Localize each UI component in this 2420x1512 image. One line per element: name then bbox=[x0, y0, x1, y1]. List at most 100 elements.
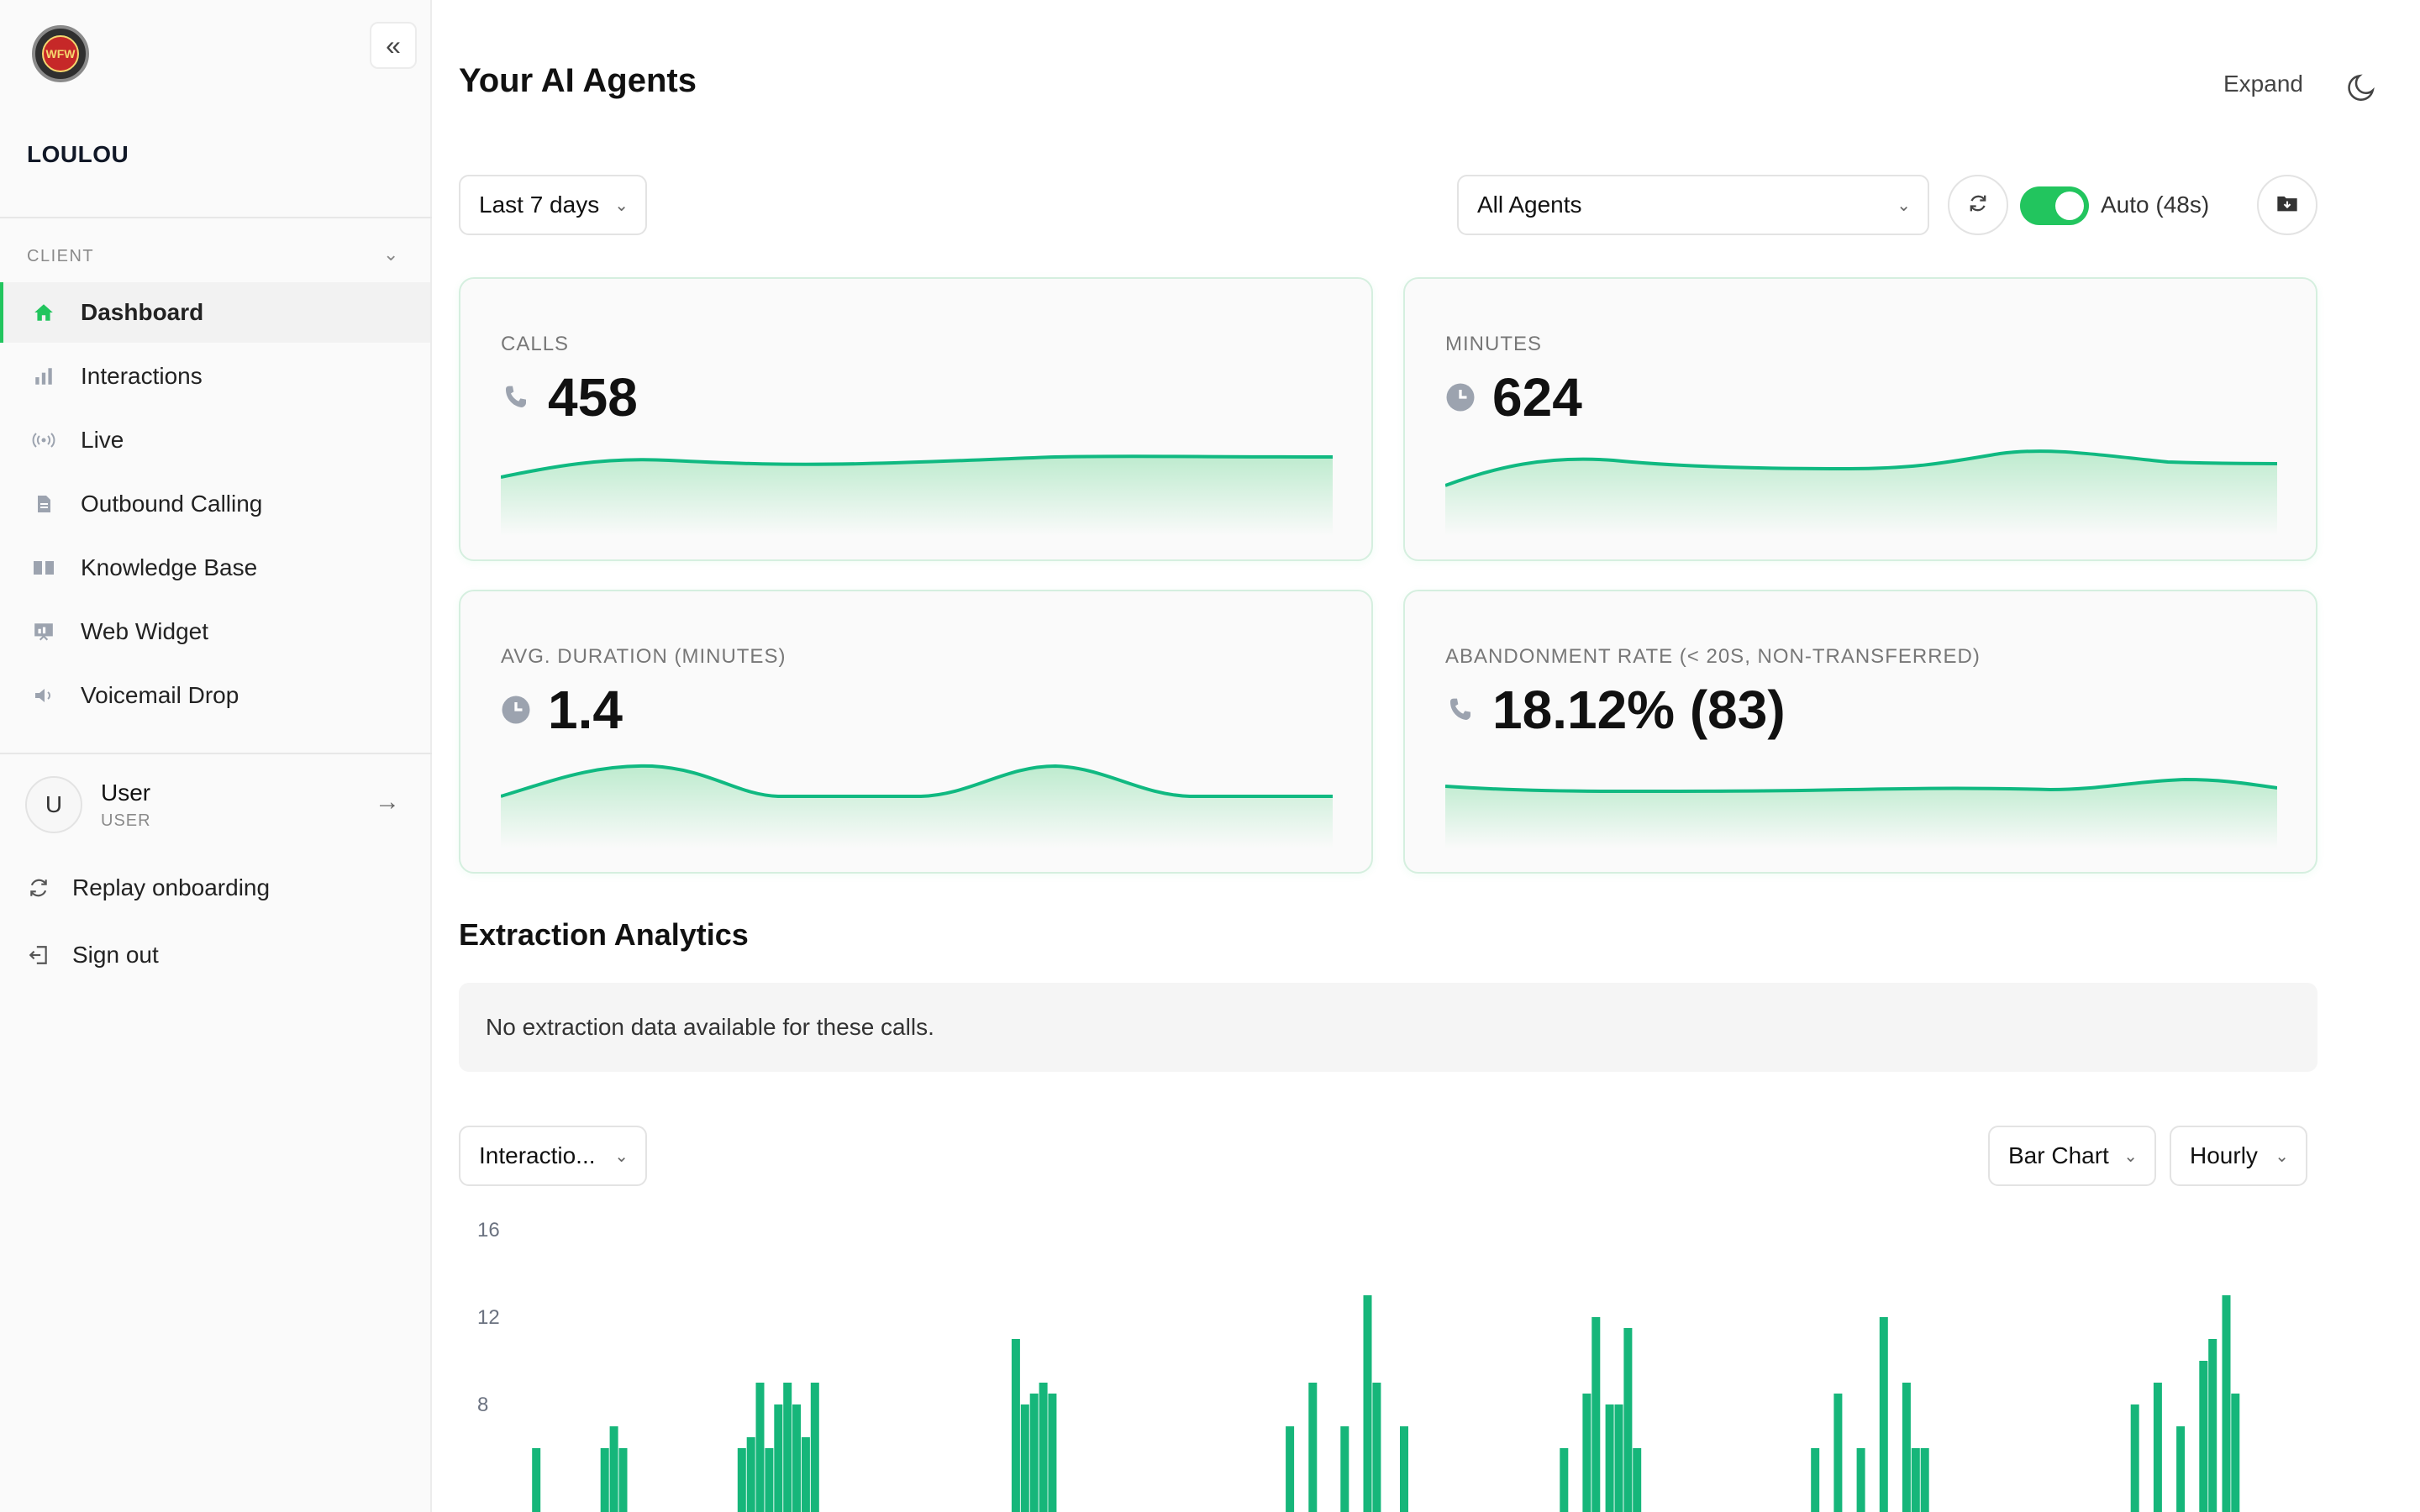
sidebar-item-web-widget[interactable]: Web Widget bbox=[0, 601, 430, 662]
chart-bar[interactable] bbox=[600, 1448, 609, 1512]
chart-bar[interactable] bbox=[755, 1383, 765, 1512]
chart-bar[interactable] bbox=[1048, 1394, 1057, 1512]
brand-logo[interactable]: WFW bbox=[32, 25, 89, 82]
chart-bar[interactable] bbox=[1633, 1448, 1642, 1512]
user-name: User bbox=[101, 779, 151, 806]
avg-duration-sparkline bbox=[501, 764, 1333, 848]
chart-bar[interactable] bbox=[1020, 1404, 1029, 1512]
collapse-sidebar-button[interactable]: « bbox=[370, 22, 417, 69]
chart-bar[interactable] bbox=[1363, 1295, 1372, 1512]
phone-icon bbox=[1445, 695, 1476, 725]
granularity-select[interactable]: Hourly ⌄ bbox=[2170, 1126, 2307, 1186]
chart-bar[interactable] bbox=[1879, 1317, 1888, 1512]
chart-bar[interactable] bbox=[1308, 1383, 1318, 1512]
chart-bar[interactable] bbox=[1902, 1383, 1911, 1512]
chart-bar[interactable] bbox=[1560, 1448, 1569, 1512]
chart-bar[interactable] bbox=[1372, 1383, 1381, 1512]
clock-icon bbox=[501, 695, 531, 725]
chevron-down-icon[interactable]: ⌄ bbox=[383, 244, 399, 265]
chart-bar[interactable] bbox=[1582, 1394, 1591, 1512]
y-tick-label: 12 bbox=[477, 1306, 500, 1329]
phone-icon bbox=[501, 382, 531, 412]
book-icon bbox=[32, 556, 55, 580]
chart-bar[interactable] bbox=[2231, 1394, 2240, 1512]
double-chevron-left-icon: « bbox=[386, 29, 401, 60]
chart-type-value: Bar Chart bbox=[2008, 1142, 2109, 1168]
chart-bar[interactable] bbox=[1039, 1383, 1048, 1512]
chart-bar[interactable] bbox=[774, 1404, 783, 1512]
user-profile[interactable]: U User USER → bbox=[25, 774, 412, 835]
chart-bar[interactable] bbox=[532, 1448, 541, 1512]
chart-bar[interactable] bbox=[618, 1448, 628, 1512]
kpi-value: 1.4 bbox=[548, 680, 623, 740]
auto-refresh-toggle[interactable] bbox=[2020, 186, 2089, 225]
chart-bar[interactable] bbox=[1614, 1404, 1623, 1512]
chart-bar[interactable] bbox=[2199, 1361, 2208, 1512]
sidebar-item-interactions[interactable]: Interactions bbox=[0, 346, 430, 407]
replay-onboarding-link[interactable]: Replay onboarding bbox=[27, 867, 270, 909]
y-tick-label: 8 bbox=[477, 1394, 488, 1416]
chart-bar[interactable] bbox=[1920, 1448, 1929, 1512]
chart-bar[interactable] bbox=[1856, 1448, 1865, 1512]
kpi-value: 624 bbox=[1492, 367, 1582, 428]
chevron-down-icon: ⌄ bbox=[614, 197, 629, 215]
chart-bar[interactable] bbox=[2176, 1426, 2186, 1512]
chart-bar[interactable] bbox=[1605, 1404, 1614, 1512]
document-icon bbox=[32, 492, 55, 516]
sidebar-item-dashboard[interactable]: Dashboard bbox=[0, 282, 430, 343]
moon-icon[interactable] bbox=[2346, 71, 2380, 104]
chart-bar[interactable] bbox=[1833, 1394, 1843, 1512]
auto-refresh-label: Auto (48s) bbox=[2101, 192, 2210, 218]
sign-out-link[interactable]: Sign out bbox=[27, 934, 159, 976]
chart-bar[interactable] bbox=[2153, 1383, 2162, 1512]
extraction-empty-state: No extraction data available for these c… bbox=[459, 983, 2317, 1072]
agent-select[interactable]: All Agents ⌄ bbox=[1457, 175, 1929, 235]
refresh-icon bbox=[27, 876, 50, 900]
sidebar-divider bbox=[0, 753, 432, 754]
sidebar: WFW « LOULOU CLIENT ⌄ Dashboard Interact… bbox=[0, 0, 432, 1512]
chart-bar[interactable] bbox=[792, 1404, 801, 1512]
chart-bar[interactable] bbox=[801, 1437, 810, 1512]
chart-bar[interactable] bbox=[1591, 1317, 1601, 1512]
chart-bar[interactable] bbox=[810, 1383, 819, 1512]
sidebar-item-knowledge-base[interactable]: Knowledge Base bbox=[0, 538, 430, 598]
chart-bar[interactable] bbox=[1911, 1448, 1920, 1512]
kpi-label: AVG. DURATION (MINUTES) bbox=[501, 645, 786, 668]
chart-bar[interactable] bbox=[746, 1437, 755, 1512]
chart-bar[interactable] bbox=[1811, 1448, 1820, 1512]
metric-select[interactable]: Interactio... ⌄ bbox=[459, 1126, 647, 1186]
sidebar-item-live[interactable]: Live bbox=[0, 410, 430, 470]
folder-button[interactable] bbox=[2257, 175, 2317, 235]
chevron-down-icon: ⌄ bbox=[2123, 1147, 2138, 1166]
chart-bar[interactable] bbox=[2222, 1295, 2231, 1512]
metric-select-value: Interactio... bbox=[479, 1142, 596, 1168]
chart-bar[interactable] bbox=[1623, 1328, 1633, 1512]
chart-type-select[interactable]: Bar Chart ⌄ bbox=[1988, 1126, 2156, 1186]
chart-bar[interactable] bbox=[1029, 1394, 1039, 1512]
chart-bar[interactable] bbox=[1011, 1339, 1020, 1512]
arrow-right-icon[interactable]: → bbox=[375, 788, 400, 816]
sidebar-item-outbound-calling[interactable]: Outbound Calling bbox=[0, 474, 430, 534]
chart-bar[interactable] bbox=[2208, 1339, 2217, 1512]
granularity-value: Hourly bbox=[2190, 1142, 2258, 1168]
chart-bar[interactable] bbox=[737, 1448, 746, 1512]
chart-bar[interactable] bbox=[609, 1426, 618, 1512]
sidebar-item-label: Knowledge Base bbox=[81, 554, 258, 580]
broadcast-icon bbox=[32, 428, 55, 452]
presentation-icon bbox=[32, 620, 55, 643]
date-range-select[interactable]: Last 7 days ⌄ bbox=[459, 175, 647, 235]
avatar: U bbox=[25, 776, 82, 833]
chart-bar[interactable] bbox=[765, 1448, 774, 1512]
chart-bar[interactable] bbox=[1340, 1426, 1349, 1512]
refresh-button[interactable] bbox=[1948, 175, 2008, 235]
expand-button[interactable]: Expand bbox=[2223, 71, 2303, 97]
sidebar-item-voicemail-drop[interactable]: Voicemail Drop bbox=[0, 665, 430, 726]
kpi-value: 18.12% (83) bbox=[1492, 680, 1786, 740]
sign-out-icon bbox=[27, 943, 50, 967]
brand-logo-text: WFW bbox=[42, 35, 79, 72]
chart-bar[interactable] bbox=[1400, 1426, 1408, 1512]
chart-bar[interactable] bbox=[2130, 1404, 2139, 1512]
chart-bar[interactable] bbox=[1286, 1426, 1295, 1512]
chart-bar[interactable] bbox=[783, 1383, 792, 1512]
